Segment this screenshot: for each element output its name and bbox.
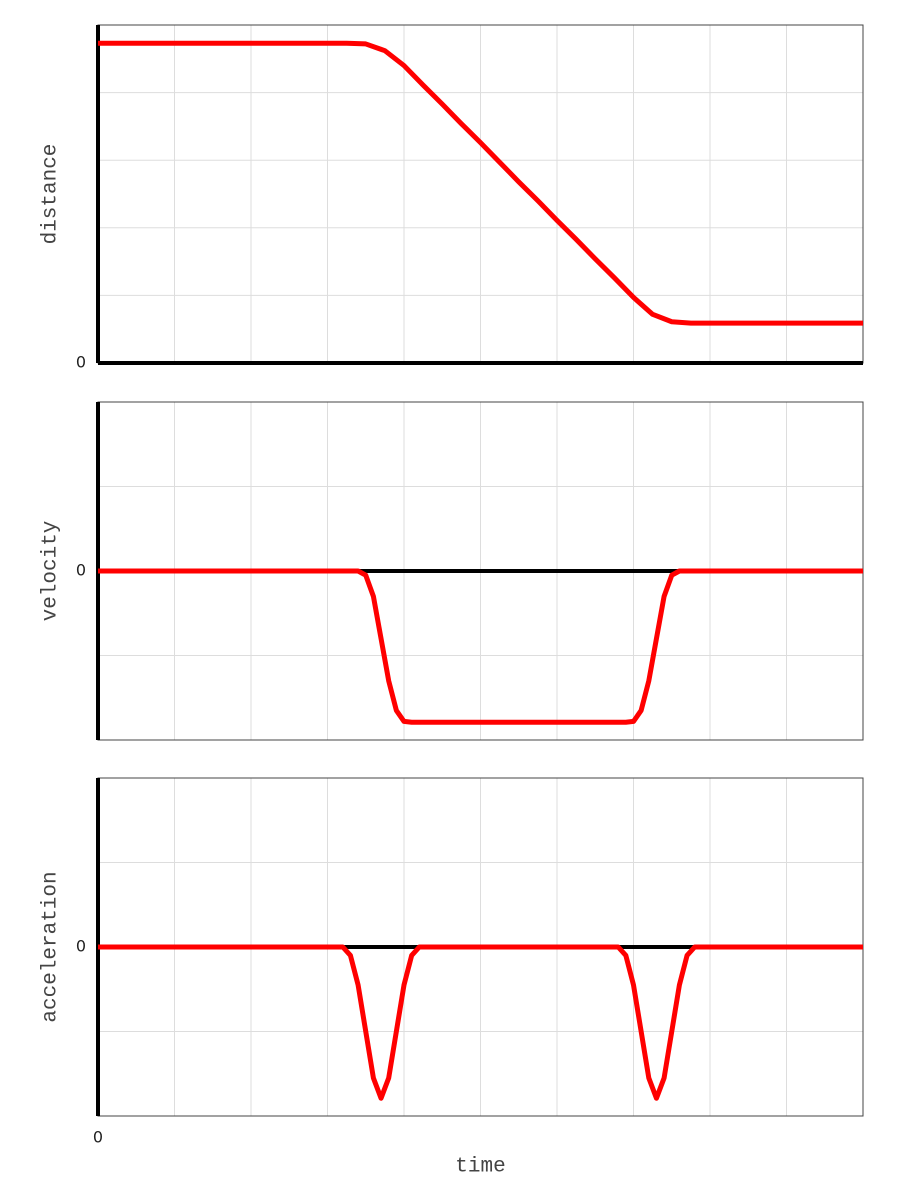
data-line: [98, 944, 863, 1101]
y-axis-label: acceleration: [40, 871, 63, 1022]
y-axis-label: distance: [40, 144, 63, 245]
y-tick-label: 0: [76, 561, 86, 580]
y-tick-label: 0: [76, 353, 86, 372]
y-tick-label: 0: [76, 937, 86, 956]
x-tick-label: 0: [93, 1128, 103, 1147]
y-axis-label: velocity: [40, 521, 63, 622]
x-axis-label: time: [455, 1156, 505, 1179]
data-line: [98, 568, 863, 725]
data-line: [98, 40, 863, 326]
